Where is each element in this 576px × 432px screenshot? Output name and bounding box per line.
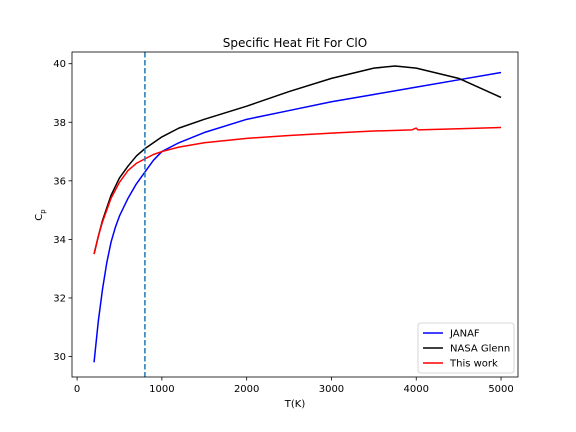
x-tick-label-3: 3000 — [319, 384, 344, 395]
axis-ticks: 0 1000 2000 3000 4000 5000 30 32 34 36 38 40 — [53, 59, 514, 395]
legend: JANAF NASA Glenn This work — [417, 322, 515, 374]
legend-label-2: This work — [449, 359, 498, 370]
y-tick-label-1: 32 — [53, 293, 66, 304]
y-axis-label-main: C — [34, 214, 45, 221]
legend-label-0: JANAF — [449, 329, 480, 340]
y-tick-label-2: 34 — [53, 235, 66, 246]
series-line-2 — [93, 126, 502, 255]
plot-area — [93, 52, 502, 377]
y-tick-label-3: 36 — [53, 176, 66, 187]
x-tick-label-5: 5000 — [488, 384, 513, 395]
axes-frame — [71, 51, 519, 378]
x-tick-label-2: 2000 — [234, 384, 259, 395]
x-tick-label-4: 4000 — [404, 384, 429, 395]
legend-label-1: NASA Glenn — [450, 344, 510, 355]
x-tick-label-1: 1000 — [149, 384, 174, 395]
x-axis-label: T(K) — [284, 399, 306, 410]
y-axis-label: Cp — [34, 209, 47, 221]
series-line-1 — [93, 65, 502, 255]
series-line-0 — [93, 71, 502, 363]
chart-title: Specific Heat Fit For ClO — [223, 36, 367, 50]
y-tick-label-4: 38 — [53, 118, 66, 129]
y-tick-label-5: 40 — [53, 59, 66, 70]
legend-box — [417, 322, 515, 374]
y-tick-label-0: 30 — [53, 352, 66, 363]
y-axis-label-sub: p — [39, 209, 47, 214]
x-tick-label-0: 0 — [74, 384, 80, 395]
